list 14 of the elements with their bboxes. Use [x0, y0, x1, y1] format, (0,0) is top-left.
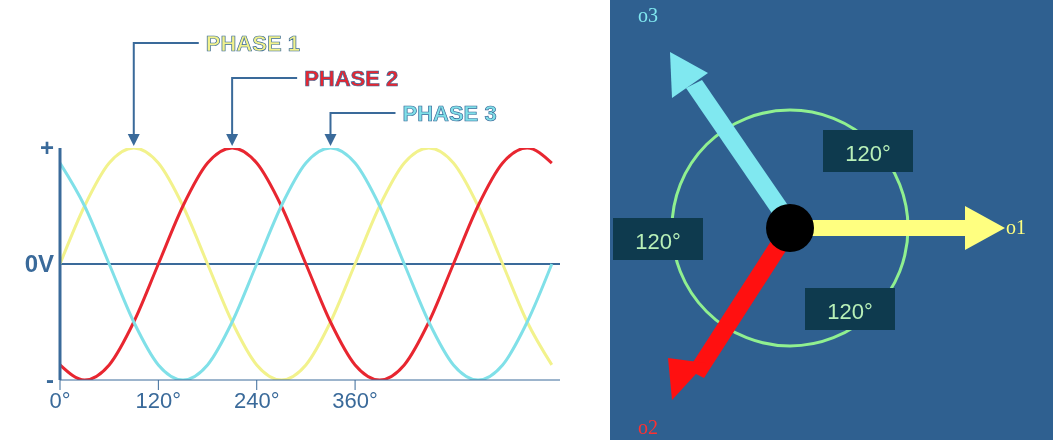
- text: o3: [638, 4, 658, 26]
- x-tick-label: 240°: [233, 387, 280, 413]
- text: 120°: [635, 229, 681, 254]
- text: 120°: [827, 299, 873, 324]
- text: PHASE 3: [402, 101, 497, 126]
- text: PHASE 1: [205, 31, 300, 56]
- x-tick-label: 360°: [332, 387, 378, 413]
- text: +: [39, 134, 54, 161]
- x-tick-label: 120°: [135, 387, 182, 413]
- text: PHASE 2: [304, 66, 399, 91]
- text: o2: [638, 416, 658, 438]
- text: 120°: [845, 141, 891, 166]
- text: 0V: [24, 250, 54, 277]
- text: o1: [1006, 216, 1026, 238]
